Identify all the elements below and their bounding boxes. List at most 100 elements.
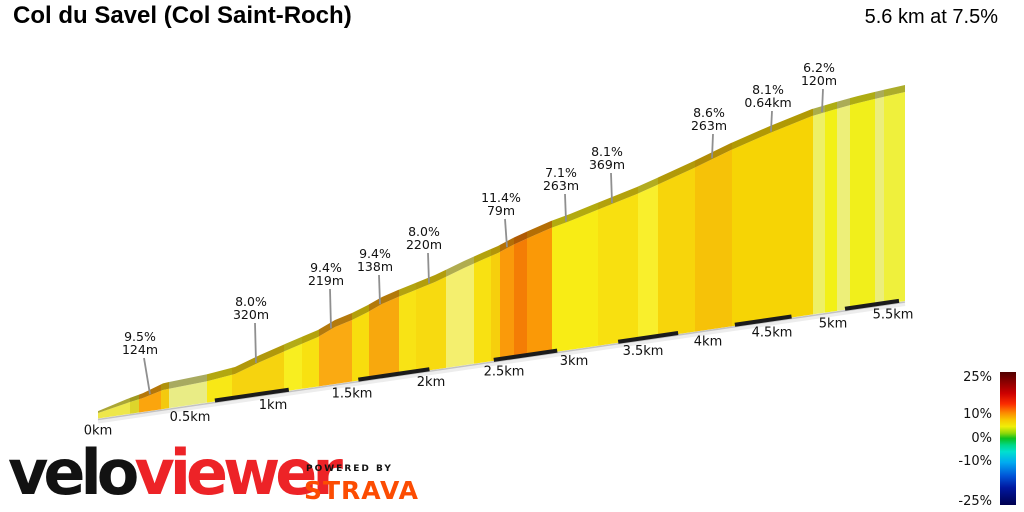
gradient-annotation: 8.1% 369m bbox=[589, 144, 625, 172]
profile-segment bbox=[552, 209, 598, 353]
legend-label: -10% bbox=[958, 454, 992, 469]
x-axis-label: 1.5km bbox=[332, 387, 373, 402]
gradient-annotation: 9.4% 138m bbox=[357, 246, 393, 274]
road-top-band bbox=[514, 231, 527, 245]
x-axis-label: 4km bbox=[694, 335, 722, 350]
x-axis-label: 5.5km bbox=[873, 308, 914, 323]
annotation-leader-line bbox=[610, 172, 613, 204]
road-top-band bbox=[352, 304, 369, 320]
road-top-band bbox=[474, 249, 491, 264]
road-top-band bbox=[875, 89, 884, 99]
road-top-band bbox=[446, 256, 474, 277]
climb-summary: 5.6 km at 7.5% bbox=[864, 6, 998, 28]
road-top-band bbox=[130, 394, 139, 402]
x-axis-label: 0.5km bbox=[170, 410, 211, 425]
road-top-band bbox=[302, 329, 319, 344]
road-top-band bbox=[207, 367, 232, 382]
profile-segment bbox=[732, 115, 813, 327]
powered-by-label: POWERED BY bbox=[306, 464, 393, 474]
x-axis-label: 5km bbox=[819, 316, 847, 331]
gradient-annotation: 9.4% 219m bbox=[308, 260, 344, 288]
road-top-band bbox=[884, 85, 905, 97]
x-axis-label: 1km bbox=[259, 398, 287, 413]
road-top-band bbox=[552, 202, 598, 228]
profile-segment bbox=[369, 296, 399, 380]
gradient-annotation: 8.0% 320m bbox=[233, 294, 269, 322]
profile-segment bbox=[352, 311, 369, 382]
profile-segment bbox=[319, 320, 352, 387]
annotation-leader-line bbox=[821, 88, 824, 113]
legend-label: -25% bbox=[958, 494, 992, 509]
x-axis-label: 3.5km bbox=[623, 344, 664, 359]
profile-segment bbox=[207, 374, 232, 403]
profile-segment bbox=[514, 238, 527, 358]
annotation-leader-line bbox=[427, 252, 430, 284]
legend-label: 25% bbox=[963, 370, 992, 385]
road-top-band bbox=[527, 220, 552, 239]
profile-segment bbox=[813, 112, 825, 315]
profile-segment bbox=[500, 244, 514, 360]
veloviewer-logo[interactable]: veloviewer bbox=[8, 442, 343, 504]
profile-segment bbox=[825, 108, 837, 313]
road-top-band bbox=[319, 313, 352, 337]
gradient-annotation: 8.0% 220m bbox=[406, 224, 442, 252]
gradient-annotation: 8.6% 263m bbox=[691, 105, 727, 133]
profile-segment bbox=[284, 343, 302, 392]
profile-segment bbox=[139, 390, 161, 413]
profile-segment bbox=[598, 193, 638, 346]
profile-segment bbox=[884, 92, 905, 305]
axis-dash bbox=[617, 331, 679, 344]
axis-dash bbox=[734, 314, 792, 327]
logo-velo-text: velo bbox=[8, 436, 139, 509]
road-top-band bbox=[825, 101, 837, 113]
profile-segment bbox=[302, 336, 319, 389]
gradient-annotation: 6.2% 120m bbox=[801, 60, 837, 88]
road-top-band bbox=[732, 108, 813, 150]
annotation-leader-line bbox=[254, 322, 257, 363]
annotation-leader-line bbox=[770, 110, 773, 132]
profile-segment bbox=[875, 96, 884, 306]
strava-logo[interactable]: STRAVA bbox=[304, 476, 419, 505]
profile-segment bbox=[638, 184, 658, 340]
baseline-lip bbox=[97, 302, 906, 424]
profile-segment bbox=[232, 351, 284, 399]
legend-label: 0% bbox=[971, 431, 992, 446]
road-top-band bbox=[695, 142, 732, 168]
road-top-band bbox=[850, 91, 875, 106]
road-top-band bbox=[416, 269, 446, 290]
profile-segment bbox=[98, 402, 130, 419]
road-top-band bbox=[399, 282, 416, 297]
annotation-leader-line bbox=[329, 288, 332, 329]
profile-segment bbox=[446, 263, 474, 368]
annotation-leader-line bbox=[504, 218, 508, 248]
profile-segment bbox=[837, 105, 850, 311]
road-top-band bbox=[491, 244, 500, 256]
x-axis-label: 2.5km bbox=[484, 364, 525, 379]
legend-label: 10% bbox=[963, 407, 992, 422]
road-top-band bbox=[284, 336, 302, 352]
annotation-leader-line bbox=[378, 274, 381, 305]
annotation-leader-line bbox=[564, 193, 567, 222]
profile-segment bbox=[474, 256, 491, 364]
road-top-band bbox=[232, 344, 284, 375]
profile-segment bbox=[527, 227, 552, 357]
x-axis-label: 4.5km bbox=[752, 325, 793, 340]
x-axis-label: 2km bbox=[417, 375, 445, 390]
profile-segment bbox=[161, 388, 169, 410]
profile-segment bbox=[399, 289, 416, 375]
profile-segment bbox=[491, 251, 500, 362]
x-axis-label: 3km bbox=[560, 354, 588, 369]
annotation-leader-line bbox=[711, 133, 714, 159]
profile-segment bbox=[695, 149, 732, 332]
road-top-band bbox=[369, 289, 399, 312]
annotation-leader-line bbox=[143, 357, 151, 395]
axis-dash bbox=[214, 387, 290, 403]
gradient-annotation: 9.5% 124m bbox=[122, 329, 158, 357]
logo-viewer-text: viewer bbox=[134, 436, 343, 509]
axis-dash bbox=[493, 348, 558, 362]
road-top-band bbox=[98, 397, 130, 413]
road-top-band bbox=[161, 382, 169, 391]
gradient-annotation: 7.1% 263m bbox=[543, 165, 579, 193]
